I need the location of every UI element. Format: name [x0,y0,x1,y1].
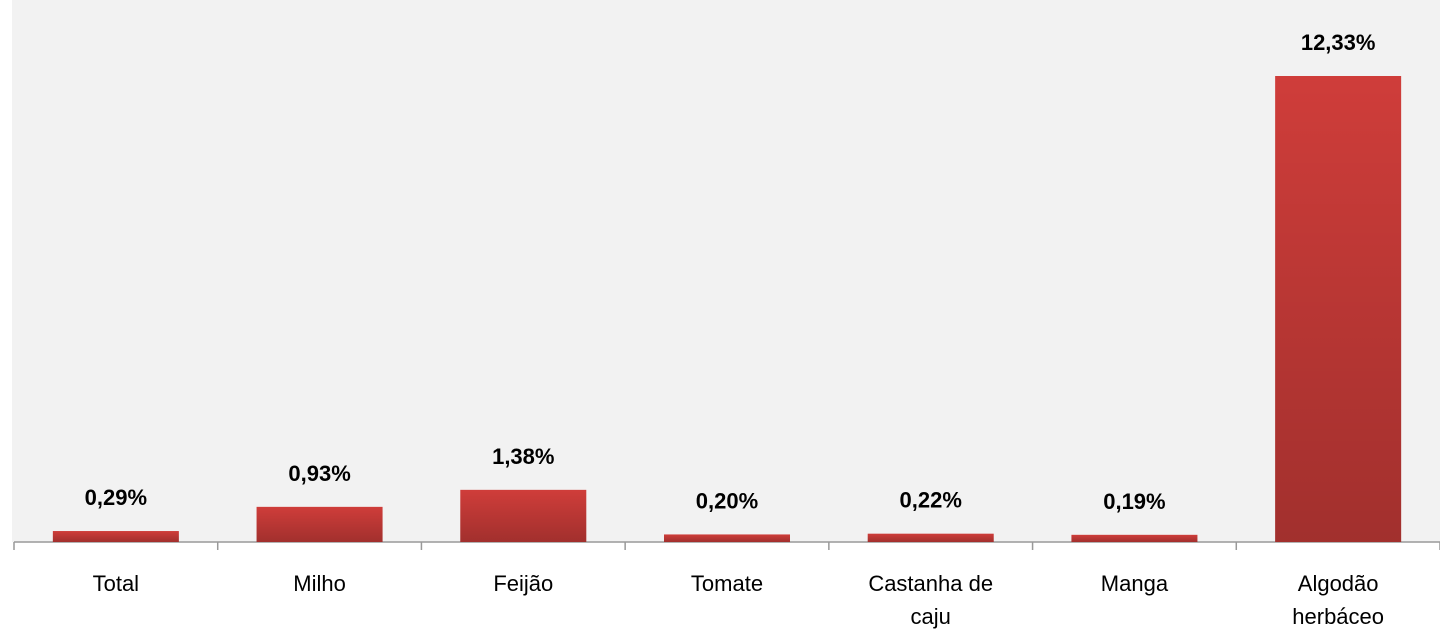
plot-area [12,0,1440,542]
bar-shade [256,506,383,542]
x-tick-label: Manga [1100,571,1169,596]
data-label: 0,19% [1103,489,1165,514]
data-label: 1,38% [492,444,554,469]
bar-shade [1071,534,1198,542]
x-tick-label: Castanha de caju [868,571,994,629]
x-tick-label: Feijão [493,571,554,596]
x-tick-label: Algodão herbáceo [1292,571,1385,629]
data-label: 0,22% [900,488,962,513]
data-label: 0,20% [696,488,758,513]
bar-shade [52,531,179,542]
data-label: 0,29% [85,485,147,510]
x-tick-label: Tomate [690,571,764,596]
x-tick-label: Total [92,571,140,596]
bar-shade [867,533,994,542]
bar-shade [664,534,790,542]
data-label: 0,93% [288,461,350,486]
data-label: 12,33% [1301,30,1376,55]
bar-shade [1275,76,1402,542]
bar-shade [460,489,587,542]
x-tick-label: Milho [293,571,346,596]
